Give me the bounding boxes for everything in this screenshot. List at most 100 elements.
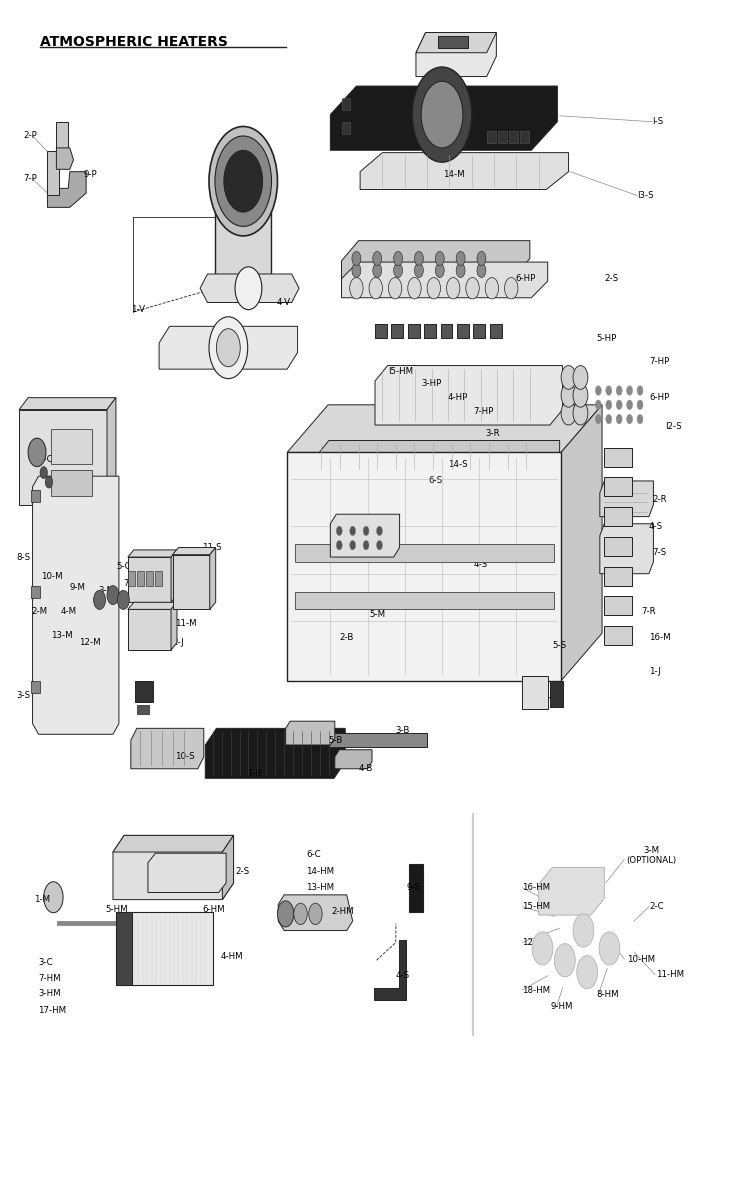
Text: 13-M: 13-M: [51, 631, 73, 641]
Polygon shape: [392, 324, 404, 338]
Text: ATMOSPHERIC HEATERS: ATMOSPHERIC HEATERS: [40, 35, 228, 49]
Text: 14-S: 14-S: [448, 460, 467, 468]
Circle shape: [373, 263, 382, 277]
Text: 11-M: 11-M: [176, 619, 197, 629]
Polygon shape: [561, 405, 602, 681]
Circle shape: [369, 277, 382, 299]
Circle shape: [28, 439, 46, 467]
Bar: [295, 592, 554, 609]
Circle shape: [427, 277, 440, 299]
Text: 8-HM: 8-HM: [597, 991, 619, 999]
Circle shape: [637, 386, 643, 396]
Polygon shape: [604, 507, 632, 526]
Polygon shape: [130, 728, 204, 768]
Polygon shape: [375, 366, 562, 425]
Text: 1-M: 1-M: [34, 895, 50, 905]
Bar: [487, 131, 496, 143]
Bar: [154, 571, 162, 586]
Polygon shape: [278, 895, 352, 931]
Circle shape: [415, 251, 424, 265]
Circle shape: [209, 127, 278, 235]
Text: 12-M: 12-M: [79, 638, 101, 648]
Polygon shape: [200, 274, 299, 302]
Bar: [509, 131, 518, 143]
Circle shape: [505, 277, 518, 299]
Text: 3-M
(OPTIONAL): 3-M (OPTIONAL): [626, 846, 676, 865]
Circle shape: [606, 400, 612, 410]
Text: 18-HM: 18-HM: [523, 986, 550, 994]
Text: 5-HM: 5-HM: [106, 905, 128, 914]
Polygon shape: [473, 324, 485, 338]
Text: 1-J: 1-J: [649, 667, 661, 675]
Text: 6-C: 6-C: [307, 850, 321, 859]
Circle shape: [40, 467, 47, 478]
Text: I5-HM: I5-HM: [388, 367, 413, 376]
Text: 5-C: 5-C: [116, 562, 130, 571]
Bar: [146, 571, 153, 586]
Bar: [128, 609, 171, 650]
Circle shape: [209, 317, 248, 379]
Circle shape: [573, 384, 588, 407]
Circle shape: [107, 586, 119, 605]
Polygon shape: [47, 122, 68, 196]
Text: 12-HM: 12-HM: [523, 938, 550, 946]
Circle shape: [336, 526, 342, 535]
Text: 10-M: 10-M: [41, 571, 63, 581]
Circle shape: [224, 151, 262, 213]
Circle shape: [532, 932, 553, 966]
Text: 7-S: 7-S: [652, 547, 666, 557]
Circle shape: [435, 263, 444, 277]
Bar: [136, 571, 144, 586]
Circle shape: [626, 415, 632, 424]
Circle shape: [294, 903, 307, 925]
Bar: [116, 912, 213, 985]
Text: 2-M: 2-M: [31, 607, 47, 617]
Circle shape: [573, 366, 588, 390]
Bar: [31, 586, 40, 598]
Text: 4-B: 4-B: [358, 765, 373, 773]
Circle shape: [388, 277, 402, 299]
Circle shape: [596, 415, 602, 424]
Polygon shape: [128, 550, 177, 557]
Polygon shape: [604, 566, 632, 586]
Polygon shape: [32, 476, 119, 734]
Polygon shape: [600, 523, 653, 574]
Circle shape: [415, 263, 424, 277]
Text: 14-HM: 14-HM: [307, 866, 334, 876]
Polygon shape: [604, 626, 632, 645]
Text: 16-HM: 16-HM: [523, 883, 550, 893]
Text: 7-C: 7-C: [124, 578, 138, 588]
Bar: [498, 131, 507, 143]
Text: 4-HP: 4-HP: [448, 393, 468, 403]
Polygon shape: [107, 398, 116, 504]
Polygon shape: [113, 835, 233, 852]
Circle shape: [573, 914, 594, 948]
Text: I3-S: I3-S: [637, 191, 654, 200]
Circle shape: [477, 263, 486, 277]
Text: 2-J: 2-J: [172, 638, 184, 648]
Text: 2-C: 2-C: [649, 902, 664, 912]
Polygon shape: [172, 547, 216, 554]
Text: 4-C: 4-C: [150, 578, 165, 588]
Circle shape: [408, 277, 422, 299]
Text: 17-HM: 17-HM: [358, 543, 387, 552]
Text: 7-HM: 7-HM: [38, 974, 62, 982]
Circle shape: [422, 81, 463, 148]
Text: 1-G: 1-G: [138, 691, 154, 699]
Text: 7-P: 7-P: [23, 174, 38, 183]
Polygon shape: [128, 602, 177, 609]
Polygon shape: [223, 835, 233, 900]
Text: 3-C: 3-C: [38, 958, 53, 967]
Text: I-S: I-S: [652, 117, 663, 127]
Bar: [523, 676, 548, 710]
Circle shape: [350, 526, 355, 535]
Text: 11-HM: 11-HM: [656, 970, 685, 979]
Circle shape: [215, 136, 272, 226]
Circle shape: [373, 251, 382, 265]
Text: 3-HM: 3-HM: [38, 989, 62, 998]
Text: 8-C: 8-C: [38, 455, 53, 464]
Circle shape: [561, 366, 576, 390]
Bar: [550, 681, 563, 707]
Polygon shape: [316, 441, 560, 472]
Bar: [520, 131, 529, 143]
